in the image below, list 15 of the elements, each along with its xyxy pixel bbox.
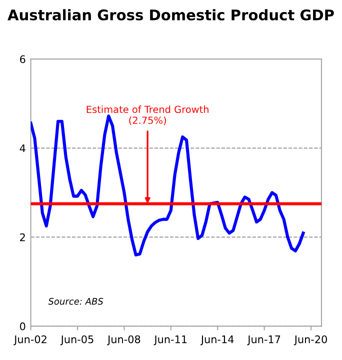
x-tick-label: Jun-14 xyxy=(200,336,234,346)
x-tick-label: Jun-20 xyxy=(294,335,327,346)
x-tick-label: Jun-08 xyxy=(107,335,140,346)
x-tick-label: Jun-05 xyxy=(60,335,94,346)
y-tick-label: 6 xyxy=(20,55,26,64)
annotation: Estimate of Trend Growth (2.75%) xyxy=(86,106,208,126)
y-tick-label: 0 xyxy=(20,322,26,330)
x-tick-label: Jun-02 xyxy=(14,335,46,346)
x-tick-label: Jun-17 xyxy=(247,336,280,346)
annotation: Source: ABS xyxy=(48,298,104,305)
line-series xyxy=(30,114,305,256)
x-tick-label: Jun-11 xyxy=(154,336,187,346)
y-tick-label: 2 xyxy=(20,233,25,242)
y-tick-label: 4 xyxy=(20,144,26,152)
chart-title: Australian Gross Domestic Product GDP xyxy=(8,9,334,20)
